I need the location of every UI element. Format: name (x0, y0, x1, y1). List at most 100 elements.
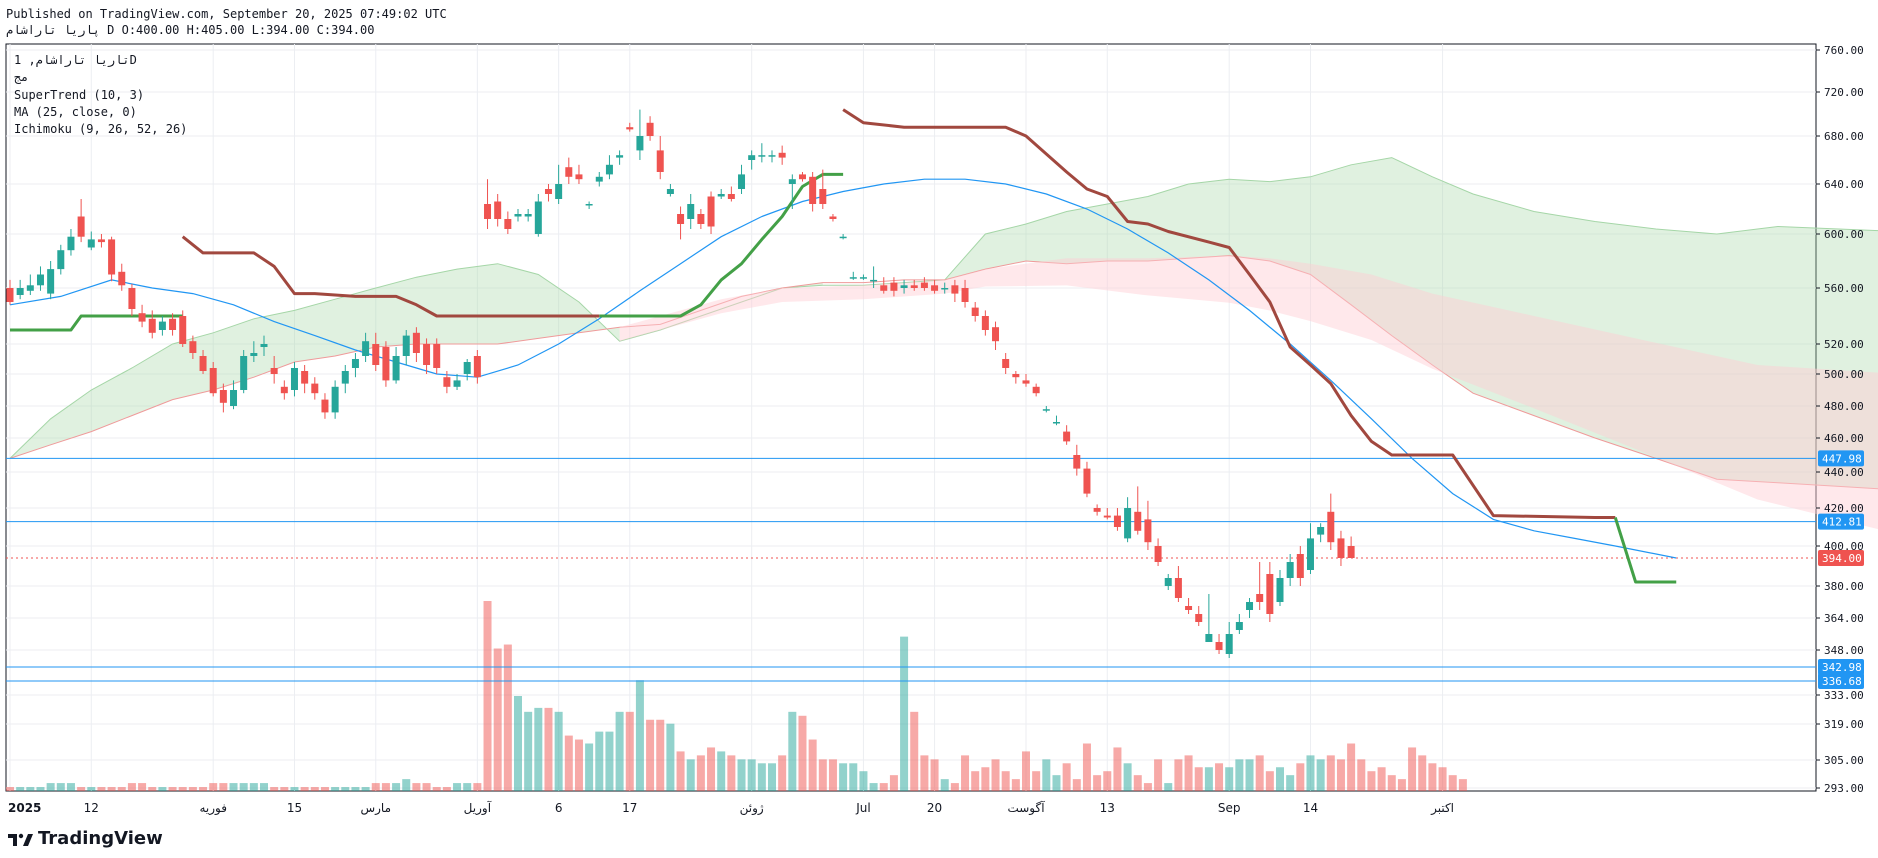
legend-ma: MA (25, close, 0) (14, 105, 137, 119)
candle-body (819, 189, 827, 204)
volume-bar (178, 787, 187, 791)
volume-bar (1357, 759, 1366, 791)
line-price-badge-text: 412.81 (1822, 516, 1862, 529)
volume-bar (26, 787, 35, 791)
volume-bar (1103, 771, 1112, 791)
volume-bar (585, 743, 594, 791)
volume-bar (1194, 767, 1203, 791)
candle-body (1185, 606, 1193, 610)
volume-bar (199, 787, 208, 791)
volume-bar (747, 759, 756, 791)
candle-body (717, 194, 725, 197)
volume-bar (727, 755, 736, 791)
time-tick-label: 2025 (8, 801, 41, 815)
price-tick-label: 333.00 (1824, 689, 1864, 702)
candle-body (1154, 546, 1162, 562)
candle-body (179, 316, 187, 344)
volume-bar (138, 783, 147, 791)
candle-body (362, 341, 370, 356)
candle-body (809, 176, 817, 204)
volume-bar (331, 787, 340, 791)
volume-bar (56, 783, 65, 791)
volume-bar (341, 787, 350, 791)
volume-bar (737, 759, 746, 791)
price-tick-label: 760.00 (1824, 44, 1864, 57)
volume-bar (168, 787, 177, 791)
volume-bar (1001, 771, 1010, 791)
volume-bar (1367, 771, 1376, 791)
volume-bar (574, 739, 583, 791)
candle-body (473, 356, 481, 378)
candle-body (1164, 578, 1172, 586)
volume-bar (402, 779, 411, 791)
volume-bar (991, 759, 1000, 791)
candle-body (626, 127, 634, 130)
volume-bar (910, 711, 919, 791)
candle-body (331, 386, 339, 413)
candle-body (524, 214, 532, 217)
volume-bar (1143, 783, 1152, 791)
volume-bar (1377, 767, 1386, 791)
candle-body (382, 347, 390, 381)
time-tick-label: Sep (1218, 801, 1241, 815)
volume-bar (1072, 779, 1081, 791)
candle-body (585, 204, 593, 206)
volume-bar (127, 783, 136, 791)
candle-body (1276, 578, 1284, 602)
ma-line (9, 178, 1677, 559)
volume-bar (1418, 755, 1427, 791)
volume-bar (1397, 779, 1406, 791)
price-tick-label: 293.00 (1824, 782, 1864, 795)
candle-body (321, 399, 329, 413)
volume-bar (1265, 771, 1274, 791)
candle-body (169, 318, 177, 330)
candle-body (1337, 538, 1345, 558)
candle-body (392, 356, 400, 381)
candle-body (148, 318, 156, 333)
candle-body (189, 341, 197, 353)
supertrend-down-segment (842, 108, 1616, 519)
candle-body (870, 279, 878, 282)
candle-body (87, 239, 95, 248)
volume-bar (595, 731, 604, 791)
volume-bar (87, 787, 96, 791)
time-tick-label: 6 (555, 801, 563, 815)
price-tick-label: 640.00 (1824, 178, 1864, 191)
candle-body (341, 371, 349, 384)
volume-bar (290, 787, 299, 791)
price-tick-label: 440.00 (1824, 466, 1864, 479)
candle-body (738, 174, 746, 189)
legend-title: تاریا تاراشام, 1D (14, 53, 137, 68)
volume-bar (1154, 759, 1163, 791)
candle-body (677, 214, 685, 224)
volume-bar (46, 783, 55, 791)
time-tick-label: فوریه (199, 801, 227, 816)
candle-body (1113, 515, 1121, 527)
volume-bar (300, 787, 309, 791)
candle-body (280, 386, 288, 394)
candle-body (412, 332, 420, 353)
candle-body (290, 368, 298, 390)
candle-body (900, 285, 908, 288)
candle-body (36, 274, 44, 286)
candle-body (788, 179, 796, 184)
volume-bar (371, 783, 380, 791)
candle-body (1124, 508, 1132, 539)
candle-body (992, 327, 1000, 342)
volume-bar (646, 719, 655, 791)
candle-body (1022, 380, 1030, 384)
candle-body (26, 285, 34, 291)
volume-bar (686, 759, 695, 791)
time-tick-label: Jul (855, 801, 870, 815)
ma-polyline (9, 178, 1677, 559)
candle-body (687, 204, 695, 219)
candle-body (1235, 622, 1243, 630)
candle-body (920, 282, 928, 288)
volume-bar (1306, 755, 1315, 791)
candle-body (1042, 409, 1050, 411)
volume-bar (453, 783, 462, 791)
volume-bar (849, 763, 858, 791)
volume-bar (676, 751, 685, 791)
price-tick-label: 680.00 (1824, 130, 1864, 143)
